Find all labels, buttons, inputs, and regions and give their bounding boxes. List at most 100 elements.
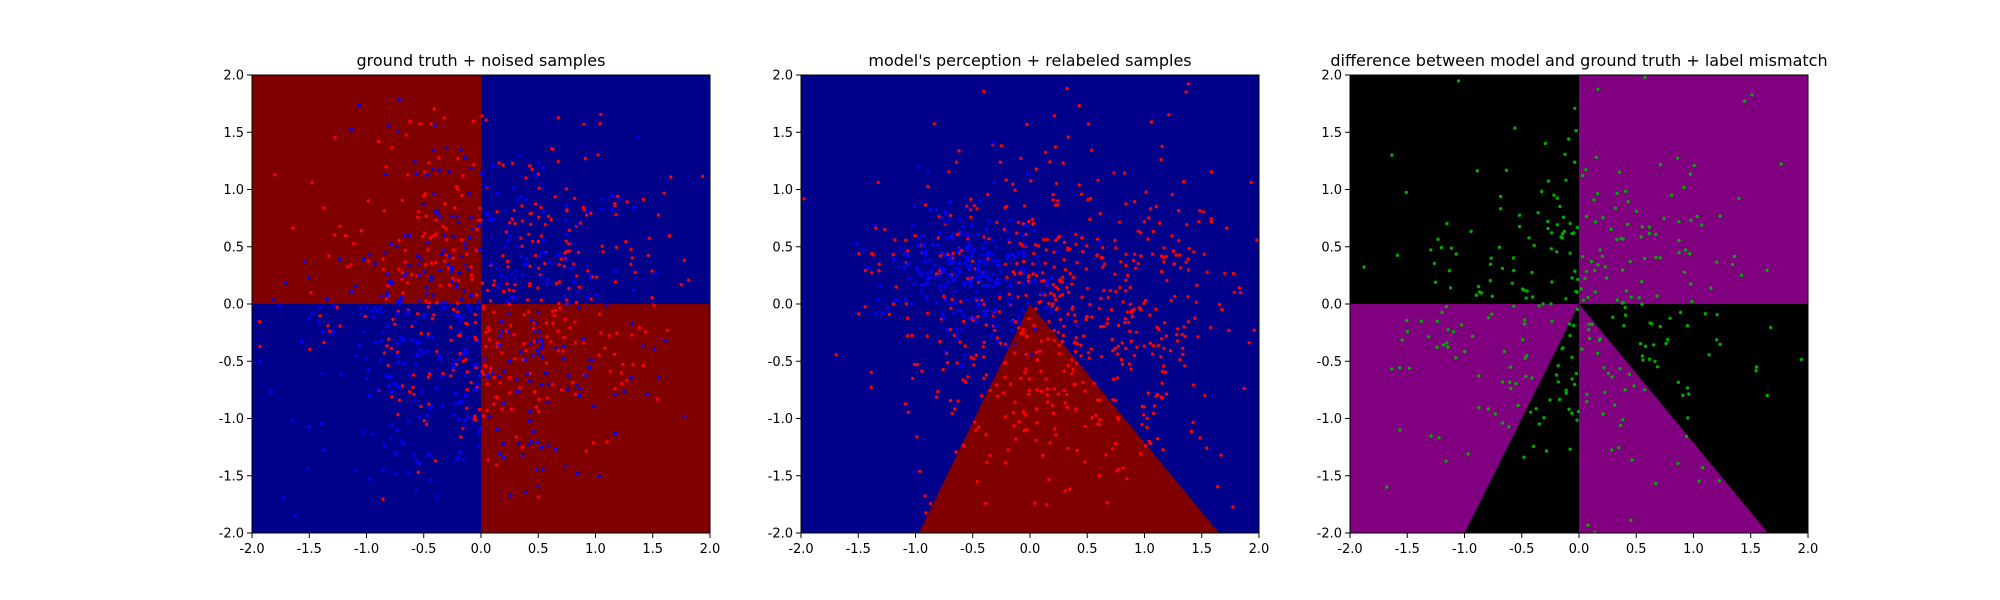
data-point [949,254,953,258]
data-point [317,319,321,323]
data-point [1556,380,1561,384]
data-point [1685,324,1690,328]
data-point [577,394,582,398]
data-point [1143,298,1148,303]
data-point [984,309,988,313]
data-point [1113,346,1118,351]
data-point [957,217,962,222]
data-point [1560,232,1565,236]
data-point [404,312,408,316]
data-point [1013,351,1017,355]
data-point [1032,323,1036,328]
data-point [446,262,450,267]
data-point [1486,407,1491,411]
data-point [399,295,404,300]
data-point [442,248,446,252]
data-point [1576,277,1580,282]
data-point [936,389,940,394]
data-point [928,276,932,280]
data-point [630,256,634,260]
data-point [536,409,541,414]
data-point [1181,346,1185,351]
data-point [906,334,910,338]
data-point [1111,447,1115,451]
data-point [339,372,343,376]
data-point [1084,267,1089,271]
data-point [1570,411,1574,415]
data-point [1522,322,1527,326]
data-point [465,406,469,410]
data-point [575,471,579,476]
data-point [966,206,970,211]
data-point [461,174,465,178]
data-point [984,323,988,327]
data-point [590,275,595,279]
data-point [1112,171,1116,175]
data-point [484,344,488,349]
data-point [426,305,431,309]
data-point [470,277,474,282]
data-point [420,234,425,238]
data-point [1209,220,1214,224]
data-point [915,435,919,439]
data-point [1445,341,1449,345]
data-point [469,265,473,269]
data-point [349,127,353,132]
data-point [462,289,466,293]
data-point [1045,393,1050,397]
data-point [471,226,475,231]
data-point [954,333,959,337]
x-tick-label: -1.5 [1395,542,1420,557]
data-point [920,283,924,287]
data-point [1362,265,1366,269]
data-point [1016,326,1021,330]
data-point [974,353,978,357]
data-point [1144,190,1148,194]
data-point [1718,214,1722,218]
data-point [471,119,475,123]
data-point [1003,361,1007,366]
data-point [1056,392,1061,396]
data-point [975,275,979,279]
data-point [1697,479,1701,483]
data-point [1058,294,1062,298]
data-point [519,254,523,258]
data-point [1123,317,1128,321]
data-point [1053,145,1058,149]
data-point [306,466,310,471]
data-point [1638,342,1643,346]
region-2 [481,75,710,304]
data-point [485,408,489,413]
data-point [521,453,525,457]
data-point [1544,449,1549,453]
data-point [1101,246,1105,250]
data-point [425,413,429,417]
data-point [1398,366,1402,370]
data-point [1653,359,1657,364]
data-point [395,354,400,358]
data-point [540,343,545,347]
data-point [475,293,479,297]
data-point [1159,269,1164,274]
data-point [394,341,399,345]
data-point [1034,350,1039,354]
data-point [892,302,896,306]
data-point [1155,393,1160,397]
data-point [1008,284,1012,288]
data-point [650,269,654,273]
data-point [923,253,927,257]
data-point [959,300,963,304]
data-point [1586,328,1591,332]
data-point [551,321,555,325]
data-point [423,231,427,235]
data-point [1098,239,1102,244]
data-point [1584,214,1589,219]
data-point [1159,355,1163,359]
y-tick-label: 1.5 [772,126,793,141]
data-point [1204,446,1209,450]
data-point [454,362,459,367]
data-point [903,402,908,406]
data-point [1769,325,1773,330]
data-point [1096,422,1100,426]
data-point [576,289,581,294]
